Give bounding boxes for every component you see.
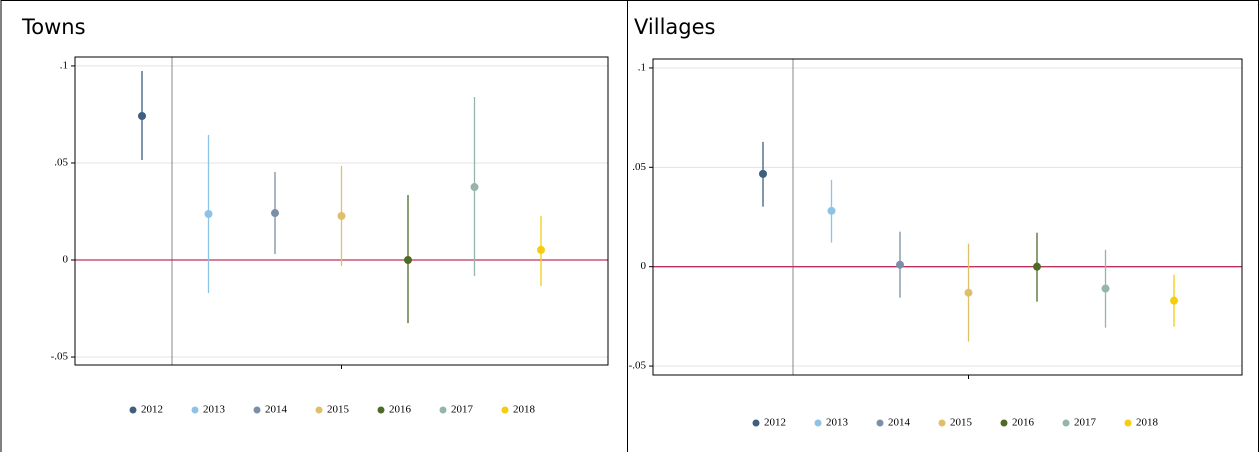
point [759,169,767,178]
legend-marker [752,419,760,427]
legend-marker [1000,419,1008,427]
y-tick-label: .05 [632,161,646,173]
y-tick-label: .05 [54,156,68,168]
legend-label: 2015 [950,417,973,429]
legend-marker [1062,419,1070,427]
legend-marker [814,419,822,427]
legend-label: 2016 [1012,417,1035,429]
y-tick-label: .1 [638,61,646,73]
y-tick-label: 0 [63,254,69,266]
legend-marker [129,406,137,414]
legend-marker [253,406,261,414]
legend-marker [439,406,447,414]
legend-label: 2017 [1074,417,1097,429]
legend-label: 2014 [265,404,288,416]
panel-title: Towns [21,15,86,39]
legend-label: 2016 [389,404,412,416]
point [470,183,479,192]
legend-marker [938,419,946,427]
legend-label: 2013 [203,404,226,416]
legend-label: 2017 [451,404,474,416]
plot-frame [652,58,1243,376]
panel-title: Villages [634,15,715,39]
point [1101,284,1110,293]
legend-label: 2012 [764,417,786,429]
legend-label: 2018 [1136,417,1159,429]
legend-marker [501,406,509,414]
y-tick-label: -.05 [51,351,69,363]
legend-marker [876,419,884,427]
legend-label: 2014 [888,417,911,429]
point [337,211,346,220]
y-tick-label: -.05 [629,360,647,372]
point [138,111,146,120]
point [827,206,836,215]
point [964,288,973,297]
legend-marker [377,406,385,414]
y-tick-label: 0 [641,260,647,272]
point [204,210,213,219]
legend-label: 2018 [513,404,536,416]
legend-marker [315,406,323,414]
legend-label: 2013 [826,417,849,429]
point [404,256,412,265]
point [1170,296,1178,305]
point [1033,262,1041,271]
legend-label: 2012 [141,404,163,416]
point [537,245,545,254]
point [896,260,904,269]
legend-marker [1124,419,1132,427]
y-tick-label: .1 [60,59,68,71]
legend-marker [191,406,199,414]
point [271,209,279,218]
legend-label: 2015 [327,404,350,416]
